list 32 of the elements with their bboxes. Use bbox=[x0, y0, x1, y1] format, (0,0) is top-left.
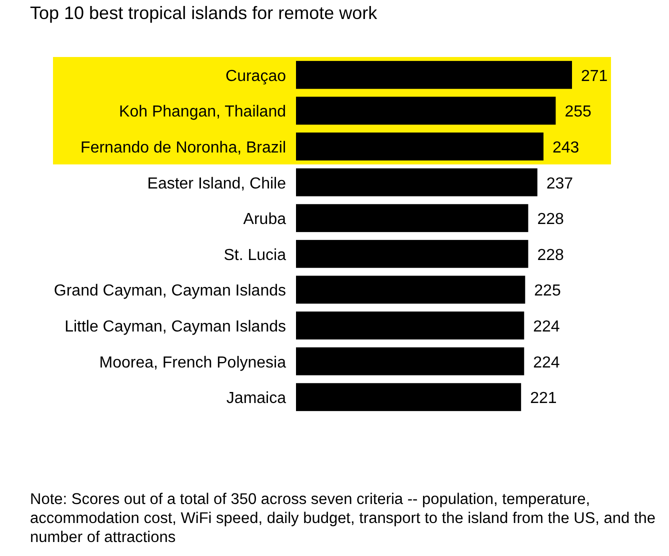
data-label: 255 bbox=[564, 104, 592, 121]
data-label: 221 bbox=[530, 390, 557, 408]
y-tick-label: Little Cayman, Cayman Islands bbox=[64, 318, 286, 336]
bar bbox=[296, 60, 572, 89]
data-label: 228 bbox=[537, 246, 564, 264]
y-tick-label: Easter Island, Chile bbox=[147, 175, 286, 192]
text: Note: Scores out of a total of 350 across seven criteria -- population, temperature, accommodation cost, WiFi speed, daily budget, transport to the island from the US, and the number of attractions bbox=[30, 490, 656, 547]
data-label: 228 bbox=[537, 211, 564, 228]
y-tick-label: Grand Cayman, Cayman Islands bbox=[54, 282, 286, 300]
y-tick-label: Jamaica bbox=[226, 390, 286, 408]
y-tick-label: Curaçao bbox=[226, 68, 286, 85]
bar bbox=[296, 312, 524, 340]
bar bbox=[296, 347, 524, 376]
bar bbox=[296, 168, 538, 196]
y-tick-label: St. Lucia bbox=[224, 246, 286, 264]
y-tick-label: Koh Phangan, Thailand bbox=[119, 104, 286, 121]
data-label: 225 bbox=[534, 282, 561, 300]
y-tick-label: Fernando de Noronha, Brazil bbox=[80, 140, 286, 156]
bar bbox=[296, 240, 528, 268]
chart-title: Top 10 best tropical islands for remote work bbox=[30, 3, 378, 23]
bar bbox=[296, 276, 526, 304]
y-tick-label: Aruba bbox=[243, 211, 286, 228]
data-label: 271 bbox=[581, 68, 608, 85]
y-tick-label: Moorea, French Polynesia bbox=[99, 354, 286, 372]
bar bbox=[296, 383, 522, 412]
bar bbox=[296, 132, 544, 160]
data-label: 224 bbox=[533, 354, 560, 372]
bar bbox=[296, 204, 528, 232]
data-label: 224 bbox=[533, 318, 560, 336]
data-label: 237 bbox=[546, 175, 574, 192]
data-label: 243 bbox=[552, 140, 580, 156]
bar bbox=[296, 96, 556, 125]
